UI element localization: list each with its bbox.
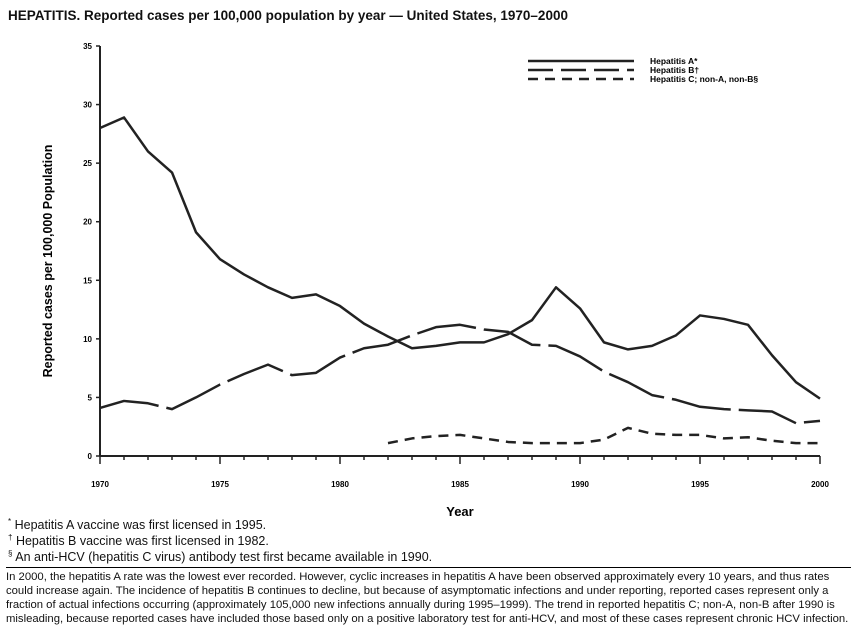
x-tick-label: 2000 bbox=[811, 480, 829, 489]
y-tick-label: 35 bbox=[83, 42, 92, 51]
x-tick-label: 1975 bbox=[211, 480, 229, 489]
y-tick-label: 20 bbox=[83, 218, 92, 227]
y-tick-label: 25 bbox=[83, 159, 92, 168]
legend-label-3: Hepatitis C; non-A, non-B§ bbox=[650, 74, 758, 84]
y-tick-label: 10 bbox=[83, 335, 92, 344]
legend-label-1: Hepatitis A* bbox=[650, 56, 698, 66]
y-axis-label: Reported cases per 100,000 Population bbox=[41, 145, 55, 378]
x-axis-label: Year bbox=[446, 504, 473, 519]
x-tick-label: 1995 bbox=[691, 480, 709, 489]
chart-title: HEPATITIS. Reported cases per 100,000 po… bbox=[8, 8, 568, 23]
x-tick-label: 1970 bbox=[91, 480, 109, 489]
series-line-1 bbox=[99, 116, 821, 400]
legend-label-2: Hepatitis B† bbox=[650, 65, 699, 75]
y-tick-label: 15 bbox=[83, 276, 92, 285]
series-line-3 bbox=[387, 426, 820, 445]
x-tick-label: 1980 bbox=[331, 480, 349, 489]
footnote-b: † Hepatitis B vaccine was first licensed… bbox=[8, 533, 269, 549]
footnote-a: * Hepatitis A vaccine was first licensed… bbox=[8, 517, 267, 533]
footnote-c: § An anti-HCV (hepatitis C virus) antibo… bbox=[8, 549, 433, 565]
line-chart: 0 5 10 15 20 25 30 35 1970 1975 1980 1985 1990 1995 20… bbox=[41, 42, 829, 519]
series-line-2 bbox=[99, 323, 821, 425]
x-tick-label: 1985 bbox=[451, 480, 469, 489]
y-tick-label: 30 bbox=[83, 101, 92, 110]
y-tick-label: 0 bbox=[88, 452, 93, 461]
y-tick-label: 5 bbox=[88, 393, 93, 402]
explanatory-note: In 2000, the hepatitis A rate was the lo… bbox=[6, 567, 851, 626]
x-tick-label: 1990 bbox=[571, 480, 589, 489]
